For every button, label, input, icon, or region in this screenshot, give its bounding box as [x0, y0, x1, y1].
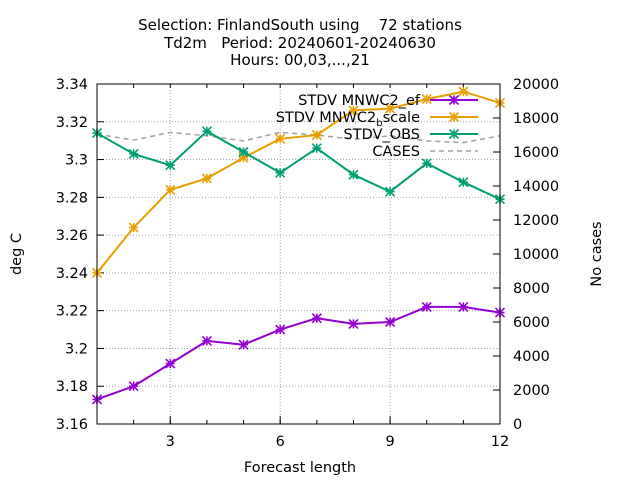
chart-title-line-3: Hours: 00,03,...,21: [230, 51, 370, 69]
x-tick-label: 12: [491, 434, 509, 450]
data-point-stdv-mnwc2-ef: [458, 301, 469, 312]
data-point-stdv-mnwc2-bscale: [385, 103, 396, 114]
y-tick-label: 3.22: [56, 304, 88, 320]
legend-label-stdv-mnwc2-ef: STDV MNWC2_ef: [298, 93, 421, 109]
y2-tick-label: 6000: [513, 315, 550, 331]
data-point-stdv-mnwc2-bscale: [201, 173, 212, 184]
data-point-stdv-obs: [128, 148, 139, 159]
x-axis-ticks: 3 6 9 12: [96, 84, 509, 450]
data-point-stdv-obs: [385, 186, 396, 197]
data-point-stdv-obs: [165, 160, 176, 171]
y2-tick-label: 10000: [513, 247, 559, 263]
data-point-stdv-obs: [311, 143, 322, 154]
chart-title-line-2: Td2m Period: 20240601-20240630: [163, 34, 436, 52]
y-tick-label: 3.26: [56, 228, 88, 244]
legend-marker-stdv-mnwc2-ef: [448, 94, 460, 106]
y-tick-label: 3.28: [56, 190, 88, 206]
data-point-stdv-mnwc2-bscale: [128, 222, 139, 233]
series-line-stdv-mnwc2-ef: [96, 305, 501, 401]
data-point-stdv-mnwc2-ef: [348, 318, 359, 329]
x-tick-label: 3: [166, 434, 175, 450]
chart-title: Selection: FinlandSouth using 72 station…: [138, 16, 462, 69]
y2-tick-label: 0: [513, 417, 522, 433]
y2-tick-label: 8000: [513, 281, 550, 297]
y2-axis-ticks: 0 2000 4000 6000 8000 10000 12000 14000 16000 180…: [493, 77, 559, 433]
x-tick-label: 6: [276, 434, 285, 450]
data-point-stdv-obs: [201, 126, 212, 137]
legend-marker-stdv-obs: [448, 128, 460, 140]
y-tick-label: 3.24: [56, 266, 88, 282]
data-point-stdv-mnwc2-ef: [201, 335, 212, 346]
data-point-stdv-mnwc2-ef: [421, 301, 432, 312]
data-point-stdv-mnwc2-ef: [385, 316, 396, 328]
y2-axis-label: No cases: [589, 221, 605, 286]
data-point-stdv-mnwc2-bscale: [421, 94, 432, 105]
legend-marker-stdv-mnwc2-bscale: [448, 111, 460, 123]
y2-tick-label: 20000: [513, 77, 559, 93]
data-point-stdv-obs: [275, 167, 286, 178]
legend-label-stdv-mnwc2-bscale: STDV MNWC2bscale: [276, 110, 420, 129]
y-axis-ticks: 3.16 3.18 3.2 3.22 3.24 3.26 3.28 3.3 3.32 3.34: [56, 77, 104, 433]
legend-label-stdv-obs: STDV_OBS: [344, 127, 420, 143]
data-point-stdv-obs: [421, 158, 432, 169]
x-axis-label: Forecast length: [244, 460, 356, 476]
data-point-stdv-mnwc2-bscale: [311, 129, 322, 141]
data-point-stdv-obs: [458, 177, 469, 188]
data-point-stdv-mnwc2-ef: [275, 324, 286, 335]
data-point-stdv-obs: [238, 146, 249, 158]
data-point-stdv-mnwc2-bscale: [348, 105, 359, 116]
series-line-stdv-mnwc2-bscale: [96, 90, 501, 274]
data-point-stdv-mnwc2-bscale: [458, 86, 469, 97]
y2-tick-label: 18000: [513, 111, 559, 127]
y-tick-label: 3.16: [56, 417, 88, 433]
x-tick-label: 9: [385, 434, 394, 450]
data-point-stdv-mnwc2-ef: [128, 381, 139, 392]
legend-label-cases: CASES: [372, 144, 420, 160]
y-tick-label: 3.18: [56, 379, 88, 395]
y-tick-label: 3.2: [65, 341, 88, 357]
y-tick-label: 3.32: [56, 115, 88, 131]
y-axis-label: deg C: [9, 233, 25, 275]
y2-tick-label: 12000: [513, 213, 559, 229]
data-point-stdv-mnwc2-bscale: [165, 184, 176, 195]
y2-tick-label: 4000: [513, 349, 550, 365]
series-lines: [91, 86, 506, 405]
y2-tick-label: 14000: [513, 179, 559, 195]
data-point-stdv-mnwc2-bscale: [275, 133, 286, 144]
chart-title-line-1: Selection: FinlandSouth using 72 station…: [138, 16, 462, 34]
y2-tick-label: 2000: [513, 383, 550, 399]
data-point-stdv-mnwc2-ef: [311, 313, 322, 324]
y2-tick-label: 16000: [513, 145, 559, 161]
data-point-stdv-mnwc2-ef: [165, 358, 176, 369]
data-point-stdv-mnwc2-ef: [238, 339, 249, 350]
plot-frame: [96, 83, 501, 425]
y-tick-label: 3.3: [65, 153, 88, 169]
series-line-stdv-obs: [96, 129, 501, 201]
data-point-stdv-obs: [348, 169, 359, 180]
y-tick-label: 3.34: [56, 77, 88, 93]
